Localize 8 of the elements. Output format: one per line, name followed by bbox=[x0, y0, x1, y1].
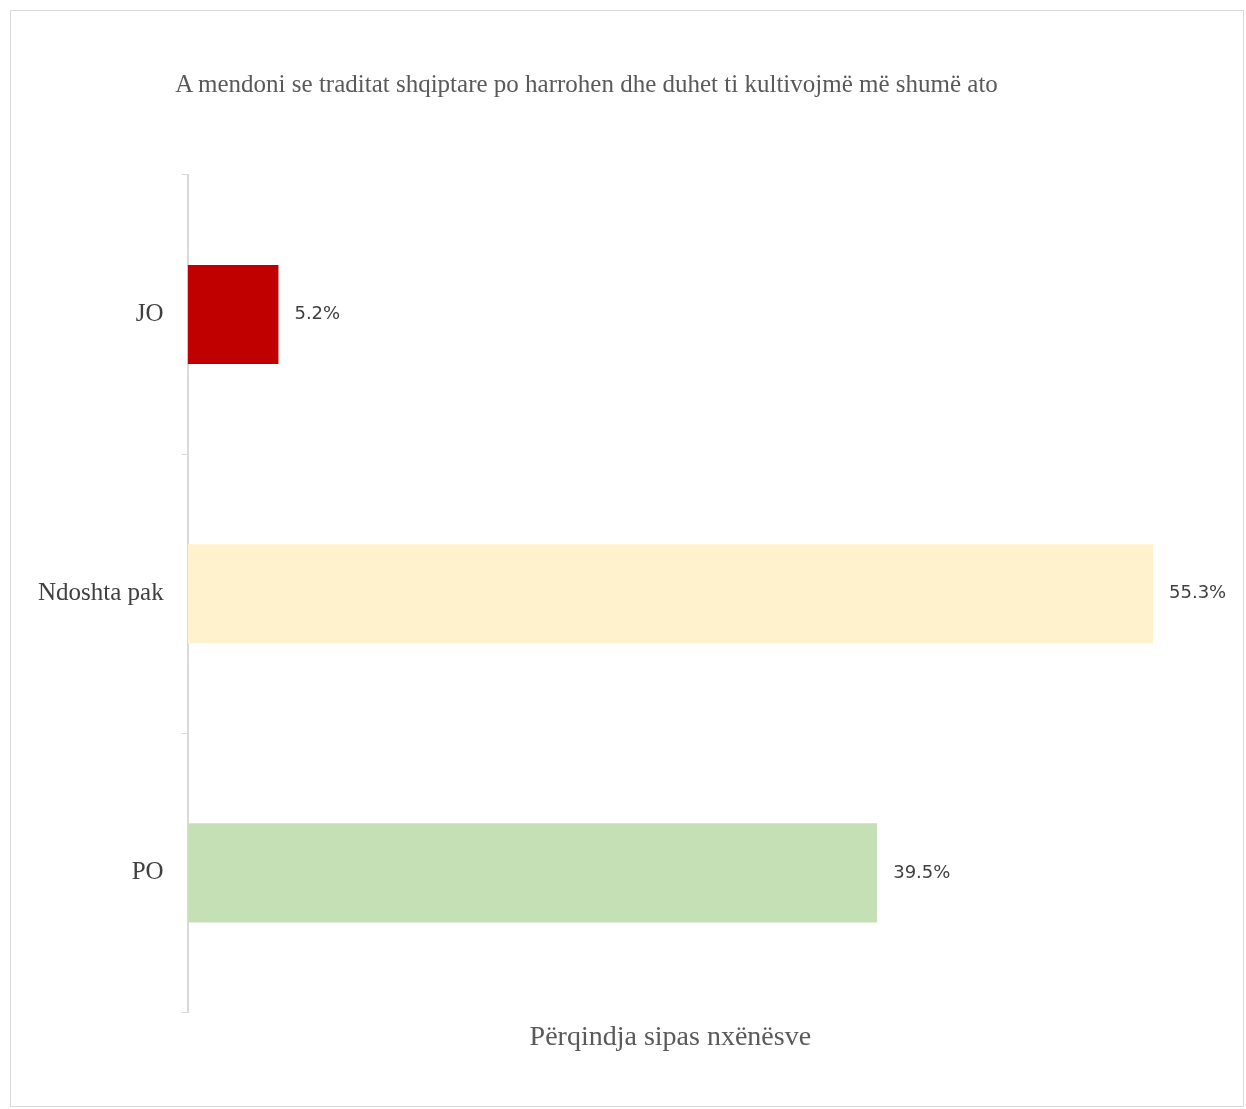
data-label: 39.5% bbox=[893, 860, 951, 882]
y-tick-label: Ndoshta pak bbox=[38, 578, 165, 606]
y-tick-label: PO bbox=[131, 857, 164, 885]
data-label: 5.2% bbox=[294, 302, 341, 324]
chart-title: A mendoni se traditat shqiptare po harrohen dhe duhet ti kultivojmë më shumë ato bbox=[175, 69, 998, 97]
x-axis-title: Përqindja sipas nxënësve bbox=[529, 1019, 812, 1051]
y-tick-label: JO bbox=[135, 299, 164, 327]
data-label: 55.3% bbox=[1169, 581, 1227, 603]
